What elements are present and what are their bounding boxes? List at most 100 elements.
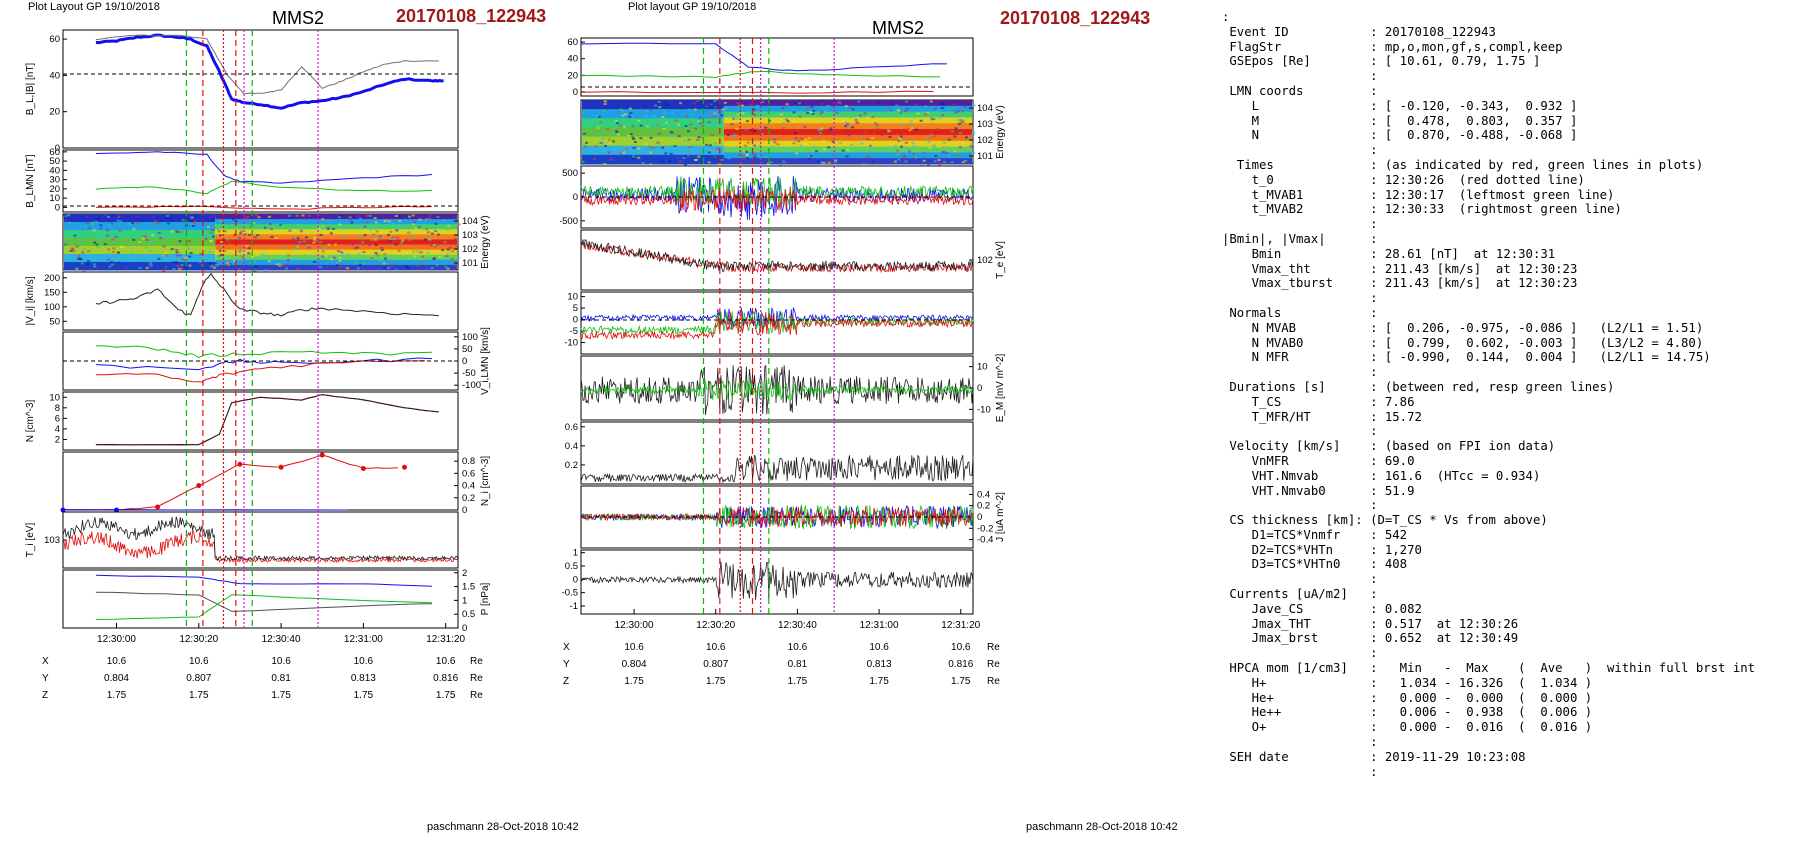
info-line: Vmax_tht : 211.43 [km/s] at 12:30:23 xyxy=(1222,261,1578,276)
y-tick-label: 100 xyxy=(462,332,478,343)
pos-value: 0.81 xyxy=(271,673,291,684)
info-line: Event ID : 20170108_122943 xyxy=(1222,24,1496,39)
y-tick-label: 2 xyxy=(55,434,60,445)
panel-frame xyxy=(580,37,974,97)
series-line xyxy=(580,42,948,72)
x-tick-label: 12:30:40 xyxy=(262,634,301,645)
pos-row-label: Y xyxy=(563,659,570,670)
data-point xyxy=(237,461,243,467)
y-tick-label: 0.5 xyxy=(565,561,578,572)
pos-unit: Re xyxy=(987,642,1000,653)
y-tick-label: 10 xyxy=(49,193,60,204)
data-point xyxy=(402,464,408,470)
y-tick-label: 0.4 xyxy=(462,481,475,492)
y-tick-label: 102 xyxy=(977,135,993,146)
pos-unit: Re xyxy=(470,656,483,667)
x-tick-label: 12:31:20 xyxy=(426,634,465,645)
pos-unit: Re xyxy=(470,690,483,701)
info-line: : xyxy=(1222,143,1378,158)
info-line: GSEpos [Re] : [ 10.61, 0.79, 1.75 ] xyxy=(1222,54,1541,69)
pos-value: 10.6 xyxy=(869,642,889,653)
info-line: VnMFR : 69.0 xyxy=(1222,453,1415,468)
y-tick-label: 60 xyxy=(49,34,60,45)
left-event-id: 20170108_122943 xyxy=(396,6,547,26)
series-line xyxy=(580,70,941,79)
y-axis-label: Energy (eV) xyxy=(480,215,491,268)
pos-row-label: X xyxy=(42,656,49,667)
left-spacecraft-title: MMS2 xyxy=(272,8,325,28)
y-tick-label: 60 xyxy=(567,37,578,48)
mid-spacecraft-title: MMS2 xyxy=(872,18,925,38)
y-tick-label: -0.2 xyxy=(977,523,993,534)
pos-row-label: Z xyxy=(563,676,569,687)
info-line: D1=TCS*Vnmfr : 542 xyxy=(1222,527,1408,542)
info-line: VHT.Nmvab : 161.6 (HTcc = 0.934) xyxy=(1222,468,1541,483)
y-tick-label: 1 xyxy=(462,595,467,606)
y-tick-label: 0.2 xyxy=(462,493,475,504)
series-line xyxy=(580,90,934,94)
info-line: : xyxy=(1222,572,1378,587)
y-tick-label: 40 xyxy=(49,70,60,81)
y-axis-label: B_LMN [nT] xyxy=(25,154,36,208)
event-info-text: : Event ID : 20170108_122943 FlagStr : m… xyxy=(1222,10,1797,780)
panel-frame xyxy=(580,421,974,485)
y-tick-label: 1.5 xyxy=(462,582,475,593)
y-tick-label: 5 xyxy=(573,303,578,314)
pos-value: 0.813 xyxy=(351,673,376,684)
y-tick-label: 60 xyxy=(49,147,60,158)
y-tick-label: 0 xyxy=(573,192,578,203)
series-line xyxy=(95,591,432,612)
y-tick-label: 0 xyxy=(462,505,467,516)
series-line xyxy=(580,177,974,207)
pos-value: 0.804 xyxy=(104,673,129,684)
series-line xyxy=(95,180,432,195)
series-line xyxy=(580,306,974,328)
info-line: Durations [s] : (between red, resp green… xyxy=(1222,379,1615,394)
y-axis-label: N_i [cm^-3] xyxy=(480,456,491,506)
series-line xyxy=(95,151,432,184)
data-point xyxy=(155,504,161,510)
panel-frame xyxy=(580,549,974,615)
info-line: VHT.Nmvab0 : 51.9 xyxy=(1222,483,1415,498)
series-line xyxy=(95,360,426,383)
pos-value: 10.6 xyxy=(788,642,808,653)
y-tick-label: 0 xyxy=(977,512,982,523)
info-line: D3=TCS*VHTn0 : 408 xyxy=(1222,557,1408,572)
pos-value: 10.6 xyxy=(436,656,456,667)
info-line: Jmax_THT : 0.517 at 12:30:26 xyxy=(1222,616,1519,631)
series-line xyxy=(95,33,444,110)
series-line xyxy=(95,574,432,587)
data-point xyxy=(113,507,119,513)
info-line: CS thickness [km]: (D=T_CS * Vs from abo… xyxy=(1222,513,1548,528)
info-line: O+ : 0.000 - 0.016 ( 0.016 ) xyxy=(1222,720,1593,735)
y-axis-label: Energy (eV) xyxy=(995,105,1006,158)
y-axis-label: J [uA m^-2] xyxy=(995,492,1006,542)
info-line: N MVAB : [ 0.206, -0.975, -0.086 ] (L2/L… xyxy=(1222,320,1704,335)
panel-frame xyxy=(62,29,459,149)
series-line xyxy=(580,454,974,484)
y-axis-label: B_L,|B| [nT] xyxy=(25,63,36,116)
panel-frame xyxy=(580,291,974,355)
info-line: Jave_CS : 0.082 xyxy=(1222,601,1422,616)
y-tick-label: 103 xyxy=(44,535,60,546)
y-tick-label: 200 xyxy=(44,273,60,284)
y-tick-label: 104 xyxy=(977,103,993,114)
info-line: : xyxy=(1222,365,1378,380)
info-line: He+ : 0.000 - 0.000 ( 0.000 ) xyxy=(1222,690,1593,705)
x-tick-label: 12:30:20 xyxy=(179,634,218,645)
info-line: T_MFR/HT : 15.72 xyxy=(1222,409,1422,424)
y-tick-label: 4 xyxy=(55,424,60,435)
mid-event-id: 20170108_122943 xyxy=(1000,8,1151,28)
pos-value: 10.6 xyxy=(271,656,291,667)
y-tick-label: 0.4 xyxy=(977,489,990,500)
y-tick-label: -10 xyxy=(564,338,578,349)
y-tick-label: 500 xyxy=(562,168,578,179)
y-tick-label: 0 xyxy=(55,202,60,213)
y-axis-label: T_i [eV] xyxy=(25,523,36,558)
info-line: : xyxy=(1222,646,1378,661)
x-tick-label: 12:30:00 xyxy=(615,620,654,631)
y-tick-label: -1 xyxy=(570,601,578,612)
spectrogram xyxy=(63,214,461,272)
